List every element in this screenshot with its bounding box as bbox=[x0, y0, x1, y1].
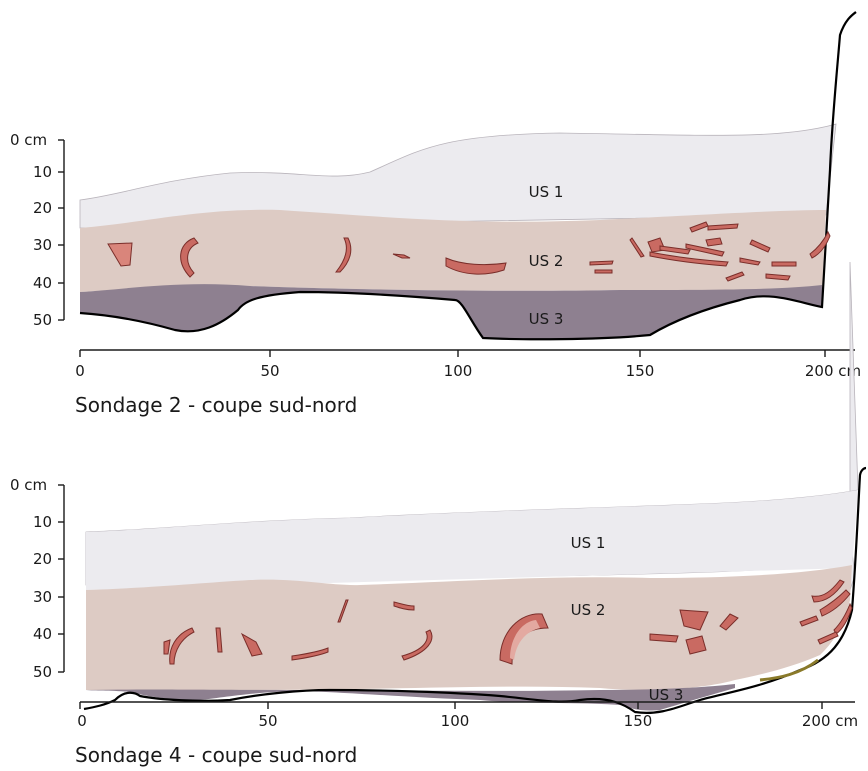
depth-axis-sondage-4 bbox=[58, 484, 65, 673]
x-tick-50: 50 bbox=[258, 712, 277, 730]
sherd bbox=[107, 242, 133, 267]
layer-us1-sondage-2 bbox=[79, 123, 837, 229]
depth-tick-30: 30 bbox=[33, 588, 52, 606]
depth-tick-20: 20 bbox=[33, 199, 52, 217]
depth-tick-50: 50 bbox=[33, 663, 52, 681]
root-line-sondage-4 bbox=[759, 658, 819, 682]
layer-label-us2: US 2 bbox=[571, 601, 606, 619]
x-tick-100: 100 bbox=[441, 712, 470, 730]
depth-tick-20: 20 bbox=[33, 550, 52, 568]
layer-label-us3: US 3 bbox=[529, 310, 564, 328]
sherd bbox=[589, 260, 614, 266]
sherd bbox=[629, 237, 645, 258]
sherd bbox=[725, 271, 745, 282]
layer-us2-sondage-2 bbox=[80, 209, 826, 292]
sherd bbox=[594, 269, 613, 274]
depth-tick-0: 0 cm bbox=[10, 476, 47, 494]
layer-label-us1: US 1 bbox=[529, 183, 564, 201]
depth-tick-0: 0 cm bbox=[10, 131, 47, 149]
x-axis-sondage-4 bbox=[79, 701, 855, 709]
sherd bbox=[291, 647, 329, 661]
sherd bbox=[765, 273, 791, 281]
caption-sondage-4: Sondage 4 - coupe sud-nord bbox=[75, 743, 357, 767]
sherd bbox=[393, 601, 415, 611]
section-sondage-2: 0 cm 10 20 30 40 50 0 50 100 150 200 cm … bbox=[10, 11, 861, 417]
layer-us2-sondage-4 bbox=[86, 565, 852, 690]
sherd bbox=[739, 257, 761, 266]
sherd bbox=[719, 613, 739, 631]
layer-label-us3: US 3 bbox=[649, 686, 684, 704]
sherd bbox=[337, 599, 349, 623]
sherd-inner bbox=[510, 620, 540, 660]
sherd bbox=[799, 615, 819, 627]
sherd bbox=[771, 261, 797, 267]
x-tick-200: 200 cm bbox=[802, 712, 858, 730]
sherd bbox=[749, 239, 771, 253]
sherd bbox=[445, 257, 507, 275]
x-tick-100: 100 bbox=[444, 362, 473, 380]
sherd bbox=[811, 579, 845, 603]
sherd bbox=[833, 602, 853, 635]
x-tick-200: 200 cm bbox=[805, 362, 861, 380]
sherd bbox=[649, 633, 679, 643]
sherd bbox=[809, 230, 831, 259]
x-tick-150: 150 bbox=[626, 362, 655, 380]
section-sondage-4: 0 cm 10 20 30 40 50 0 50 100 150 200 cm … bbox=[10, 261, 867, 767]
sherd bbox=[819, 589, 851, 617]
sherd bbox=[240, 632, 263, 657]
depth-tick-40: 40 bbox=[33, 274, 52, 292]
sherd bbox=[180, 237, 199, 278]
layer-us1-sondage-4-core bbox=[86, 490, 858, 590]
sherd bbox=[169, 627, 195, 665]
profile-line-sondage-4 bbox=[83, 466, 867, 714]
x-axis-sondage-2 bbox=[79, 349, 855, 357]
layer-label-us2: US 2 bbox=[529, 252, 564, 270]
x-tick-150: 150 bbox=[624, 712, 653, 730]
caption-sondage-2: Sondage 2 - coupe sud-nord bbox=[75, 393, 357, 417]
sherd bbox=[685, 243, 725, 257]
sherds-sondage-4 bbox=[163, 579, 853, 665]
sherd bbox=[685, 635, 707, 655]
x-tick-0: 0 bbox=[75, 362, 85, 380]
layer-us3-sondage-2 bbox=[80, 284, 822, 340]
x-tick-50: 50 bbox=[260, 362, 279, 380]
layer-us3-sondage-4 bbox=[86, 684, 735, 711]
depth-tick-10: 10 bbox=[33, 513, 52, 531]
depth-tick-30: 30 bbox=[33, 236, 52, 254]
sherd bbox=[215, 627, 223, 653]
sherd bbox=[334, 237, 352, 273]
depth-tick-40: 40 bbox=[33, 625, 52, 643]
sherd bbox=[679, 609, 709, 631]
sherds-sondage-2 bbox=[107, 221, 831, 282]
x-tick-0: 0 bbox=[77, 712, 87, 730]
sherd bbox=[817, 631, 839, 645]
sherd bbox=[659, 245, 691, 255]
depth-tick-50: 50 bbox=[33, 311, 52, 329]
depth-axis-sondage-2 bbox=[58, 139, 65, 321]
sherd bbox=[392, 253, 411, 259]
sherd bbox=[705, 237, 723, 247]
depth-tick-10: 10 bbox=[33, 163, 52, 181]
sherd bbox=[707, 223, 739, 231]
sherd bbox=[401, 629, 433, 661]
sherd bbox=[163, 639, 171, 655]
profile-line-sondage-2 bbox=[79, 11, 857, 341]
sherd bbox=[649, 251, 729, 267]
layer-label-us1: US 1 bbox=[571, 534, 606, 552]
